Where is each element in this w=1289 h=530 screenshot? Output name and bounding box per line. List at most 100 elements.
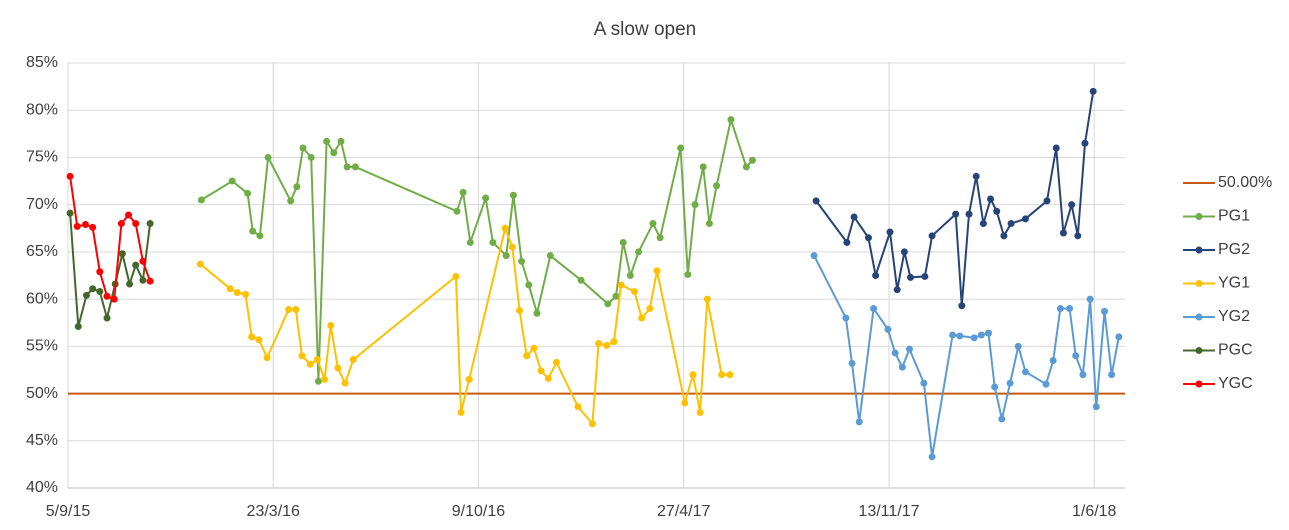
point [1092,403,1100,411]
point [518,257,526,265]
point [74,323,82,330]
point [612,292,620,300]
point [689,371,697,379]
series-line [69,176,152,301]
point [748,156,756,164]
point [196,260,204,268]
point [226,285,234,293]
point [465,375,473,383]
point [843,238,851,246]
point [718,371,726,379]
point [343,163,351,171]
point [509,191,517,199]
y-tick-label: 45% [26,432,58,449]
point [103,314,111,322]
point [537,367,545,375]
point [891,349,899,357]
y-tick-label: 70% [26,196,58,213]
point [502,252,510,260]
point [313,356,321,364]
point [972,172,980,180]
point [73,222,81,230]
point [125,211,133,219]
point [855,418,863,426]
series-line [69,213,152,327]
point [307,153,315,161]
point [323,137,331,145]
legend-marker [1195,213,1203,220]
point [884,325,892,333]
legend-label: 50.00% [1218,174,1272,191]
point [96,268,104,276]
point [893,286,901,294]
point [872,272,880,279]
point [256,232,264,240]
point [1007,220,1015,228]
point [956,332,964,340]
legend-label: YG2 [1218,308,1250,325]
point [452,272,460,280]
x-tick-label: 1/6/18 [1072,503,1117,520]
point [453,207,461,215]
y-tick-label: 60% [26,290,58,307]
point [146,277,154,285]
point [126,280,134,288]
point [965,210,973,218]
point [1006,379,1014,387]
point [727,116,735,124]
point [81,221,89,228]
point [1043,197,1051,205]
point [810,252,818,260]
point [970,334,978,342]
point [197,196,205,204]
point [457,408,465,416]
point [850,213,858,221]
point [653,267,661,275]
point [864,234,872,242]
point [489,238,497,246]
point [595,340,603,347]
chart-title: A slow open [594,19,696,40]
point [928,453,936,461]
point [987,195,995,203]
point [646,305,654,313]
y-tick-label: 55% [26,338,58,355]
point [466,238,474,246]
point [264,153,272,161]
point [530,344,538,352]
point [139,257,147,265]
point [1021,215,1029,223]
point [985,329,993,337]
point [696,408,704,416]
point [742,163,750,171]
point [96,288,104,296]
point [588,420,596,428]
point [619,238,627,246]
point [886,228,894,236]
point [544,374,552,382]
legend-marker [1195,280,1203,287]
point [993,207,1001,215]
point [287,197,295,205]
point [920,379,928,387]
point [812,197,820,205]
point [249,227,257,235]
legend-label: PG2 [1218,241,1250,258]
point [1089,87,1097,95]
point [691,201,699,209]
point [977,331,985,339]
point [103,292,111,300]
point [233,289,241,296]
point [508,243,516,251]
point [285,306,293,313]
point [228,177,236,185]
point [958,302,966,310]
point [681,399,689,407]
x-tick-label: 13/11/17 [858,503,919,520]
point [1052,144,1060,152]
point [306,360,314,368]
x-tick-label: 27/4/17 [657,503,710,520]
point [117,220,125,228]
point [705,220,713,228]
point [459,188,467,196]
